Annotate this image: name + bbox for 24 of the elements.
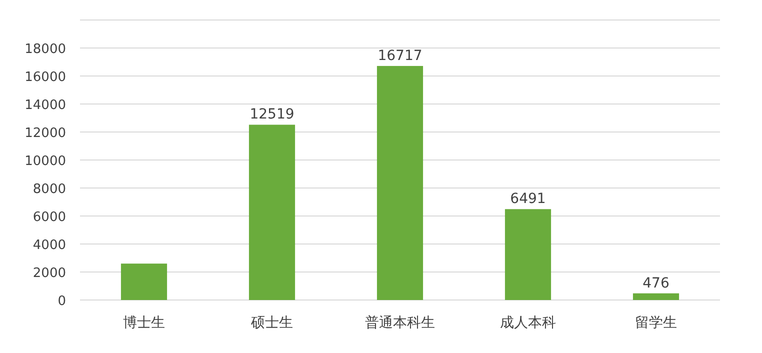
bar	[120, 264, 168, 300]
x-tick-label: 硕士生	[250, 315, 293, 331]
data-label: 12519	[250, 106, 294, 123]
y-tick-label: 18000	[24, 42, 66, 57]
y-tick-label: 6000	[32, 210, 66, 225]
y-tick-label: 14000	[24, 98, 66, 113]
bar	[248, 124, 296, 300]
x-tick-label: 普通本科生	[365, 314, 435, 331]
data-label: 16717	[378, 48, 422, 64]
y-tick-label: 4000	[32, 238, 66, 253]
x-tick-label: 留学生	[635, 315, 677, 331]
y-tick-label: 8000	[32, 182, 66, 197]
y-tick-label: 10000	[24, 154, 66, 169]
bar	[376, 66, 424, 300]
y-tick-label: 2000	[32, 266, 66, 281]
x-tick-label: 博士生	[123, 315, 165, 331]
bar	[504, 209, 552, 300]
x-tick-label: 成人本科	[500, 315, 556, 331]
y-tick-label: 0	[58, 294, 66, 309]
bar	[632, 293, 680, 300]
y-tick-label: 16000	[24, 70, 66, 85]
data-label: 476	[642, 275, 670, 292]
data-label: 6491	[510, 191, 546, 208]
y-tick-label: 12000	[24, 126, 66, 141]
